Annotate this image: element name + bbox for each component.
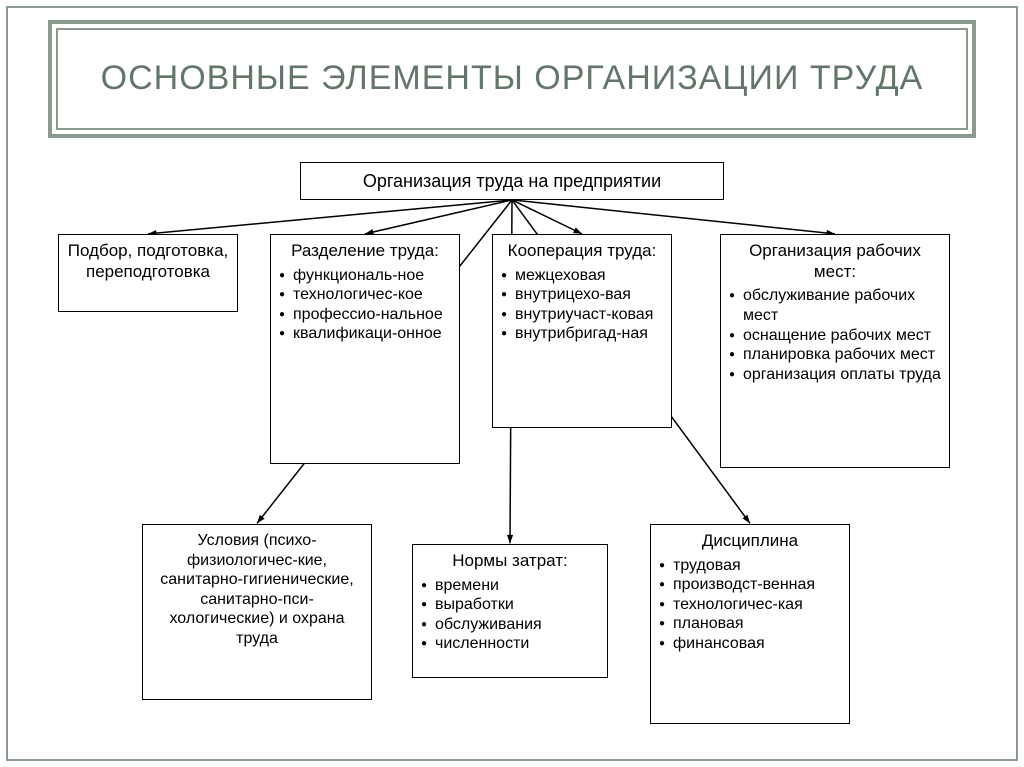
bullet-item: квалификаци-онное: [279, 324, 451, 344]
bullet-item: плановая: [659, 614, 841, 634]
bullet-item: обслуживание рабочих мест: [729, 286, 941, 325]
box-title: Нормы затрат:: [421, 551, 599, 572]
row1-box-b3: Кооперация труда: межцеховаявнутрицехо-ва…: [492, 234, 672, 428]
bullet-item: организация оплаты труда: [729, 365, 941, 385]
bullet-list: трудоваяпроизводст-веннаятехнологичес-ка…: [659, 556, 841, 654]
box-title: Разделение труда:: [279, 241, 451, 262]
row1-box-b1: Подбор, подготовка, переподготовка: [58, 234, 238, 312]
title-inner-frame: ОСНОВНЫЕ ЭЛЕМЕНТЫ ОРГАНИЗАЦИИ ТРУДА: [56, 28, 968, 130]
bullet-item: внутрицехо-вая: [501, 285, 663, 305]
bullet-list: межцеховаявнутрицехо-ваявнутриучаст-кова…: [501, 266, 663, 344]
bullet-item: производст-венная: [659, 575, 841, 595]
bullet-item: функциональ-ное: [279, 266, 451, 286]
box-title: Организация рабочих мест:: [729, 241, 941, 282]
box-title: Подбор, подготовка, переподготовка: [67, 241, 229, 282]
row2-box-b6: Нормы затрат: временивыработкиобслуживани…: [412, 544, 608, 678]
row2-box-b7: Дисциплина трудоваяпроизводст-веннаятехно…: [650, 524, 850, 724]
bullet-item: технологичес-кая: [659, 595, 841, 615]
box-title: Кооперация труда:: [501, 241, 663, 262]
bullet-item: технологичес-кое: [279, 285, 451, 305]
bullet-item: профессио-нальное: [279, 305, 451, 325]
bullet-list: функциональ-ноетехнологичес-коепрофессио…: [279, 266, 451, 344]
bullet-item: внутриучаст-ковая: [501, 305, 663, 325]
bullet-item: времени: [421, 576, 599, 596]
slide-title: ОСНОВНЫЕ ЭЛЕМЕНТЫ ОРГАНИЗАЦИИ ТРУДА: [101, 59, 924, 98]
bullet-item: финансовая: [659, 634, 841, 654]
bullet-list: временивыработкиобслуживаниячисленности: [421, 576, 599, 654]
title-frame: ОСНОВНЫЕ ЭЛЕМЕНТЫ ОРГАНИЗАЦИИ ТРУДА: [48, 20, 976, 138]
bullet-item: выработки: [421, 595, 599, 615]
bullet-item: численности: [421, 634, 599, 654]
row1-box-b2: Разделение труда: функциональ-ноетехнолог…: [270, 234, 460, 464]
bullet-item: трудовая: [659, 556, 841, 576]
bullet-item: планировка рабочих мест: [729, 345, 941, 365]
bullet-item: обслуживания: [421, 615, 599, 635]
box-title: Дисциплина: [659, 531, 841, 552]
row1-box-b4: Организация рабочих мест:обслуживание ра…: [720, 234, 950, 468]
bullet-item: внутрибригад-ная: [501, 324, 663, 344]
diagram-area: Организация труда на предприятии Подбор, …: [40, 154, 984, 753]
box-body: Условия (психо-физиологичес-кие, санитар…: [151, 531, 363, 648]
row2-box-b5: Условия (психо-физиологичес-кие, санитар…: [142, 524, 372, 700]
bullet-item: межцеховая: [501, 266, 663, 286]
root-box: Организация труда на предприятии: [300, 162, 724, 200]
bullet-list: обслуживание рабочих местоснащение рабоч…: [729, 286, 941, 384]
bullet-item: оснащение рабочих мест: [729, 326, 941, 346]
